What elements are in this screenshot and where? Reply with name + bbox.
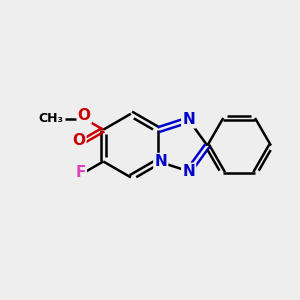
Text: CH₃: CH₃ — [39, 112, 64, 125]
Text: O: O — [72, 133, 86, 148]
Text: F: F — [76, 165, 86, 180]
Text: O: O — [78, 108, 91, 123]
Text: N: N — [182, 164, 195, 179]
Text: N: N — [182, 112, 195, 128]
Text: N: N — [154, 154, 167, 169]
